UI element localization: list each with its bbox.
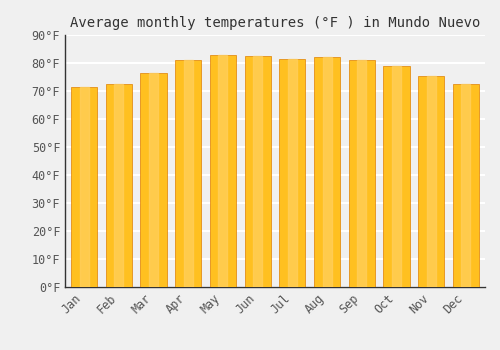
Bar — [71, 87, 97, 287]
Bar — [218, 55, 228, 287]
Bar — [392, 66, 401, 287]
Bar — [357, 60, 366, 287]
Bar — [462, 84, 470, 287]
Bar — [114, 84, 124, 287]
Bar — [184, 60, 193, 287]
Bar — [106, 84, 132, 287]
Bar — [349, 60, 375, 287]
Bar — [453, 84, 479, 287]
Bar — [140, 73, 166, 287]
Bar — [418, 76, 444, 287]
Bar — [210, 55, 236, 287]
Bar — [149, 73, 158, 287]
Bar — [80, 87, 88, 287]
Bar — [314, 57, 340, 287]
Bar — [322, 57, 332, 287]
Bar — [288, 59, 297, 287]
Bar — [426, 76, 436, 287]
Bar — [253, 56, 262, 287]
Bar — [244, 56, 270, 287]
Title: Average monthly temperatures (°F ) in Mundo Nuevo: Average monthly temperatures (°F ) in Mu… — [70, 16, 480, 30]
Bar — [175, 60, 201, 287]
Bar — [280, 59, 305, 287]
Bar — [384, 66, 409, 287]
